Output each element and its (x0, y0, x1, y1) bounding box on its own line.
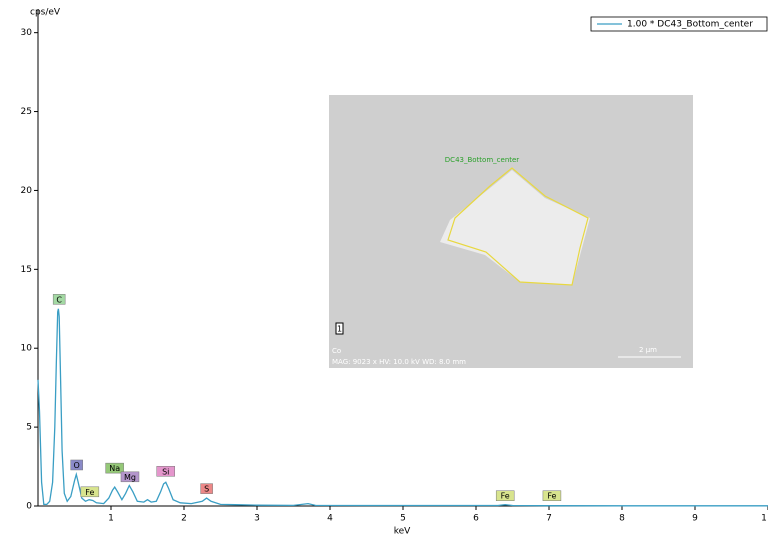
y-tick-label: 20 (21, 186, 33, 196)
x-tick-label: 5 (400, 514, 406, 524)
x-tick-label: 4 (327, 514, 333, 524)
peak-label-box (542, 490, 562, 501)
peak-label-box (80, 486, 100, 498)
y-tick-label: 25 (21, 107, 32, 117)
peak-label: C (56, 295, 62, 304)
y-tick-label: 10 (21, 344, 33, 354)
y-tick-label: 15 (21, 265, 32, 275)
particle (440, 170, 590, 285)
y-tick-label: 0 (26, 502, 32, 512)
y-axis-label: cps/eV (30, 8, 61, 18)
spectrum-line (37, 308, 768, 507)
peak-label-box (200, 483, 213, 494)
y-tick-label: 30 (21, 28, 33, 38)
peak-label: S (204, 485, 209, 494)
peak-label-box (70, 459, 83, 471)
marker-text: 1 (337, 325, 342, 334)
x-tick-label: 9 (692, 514, 698, 524)
legend-box (590, 16, 768, 32)
x-tick-label: 3 (254, 514, 260, 524)
legend-label: 1.00 * DC43_Bottom_center (627, 20, 753, 30)
peak-label-box (52, 294, 66, 305)
peak-label: Fe (85, 488, 94, 497)
x-tick-label: 6 (473, 514, 479, 524)
peak-label-box (120, 471, 140, 483)
peak-label: Fe (501, 492, 510, 501)
y-tick-label: 5 (26, 423, 32, 433)
x-axis-label: keV (394, 527, 411, 537)
region-outline (447, 167, 589, 286)
peak-label: Na (109, 464, 120, 473)
scale-label: 2 µm (639, 346, 657, 354)
corner-text: Co (332, 347, 341, 355)
x-tick-label: 2 (181, 514, 187, 524)
x-tick-label: 8 (619, 514, 625, 524)
x-tick-label: 7 (546, 514, 552, 524)
peak-label-box (156, 466, 175, 477)
x-tick-label: 1 (761, 514, 767, 524)
peak-label-box (105, 462, 124, 474)
peak-label-box (495, 490, 515, 501)
x-tick-label: 1 (108, 514, 114, 524)
peak-label: Mg (124, 473, 136, 482)
inset-image: DC43_Bottom_center 1 Co MAG: 9023 x HV: … (329, 95, 693, 368)
peak-label: Si (162, 467, 169, 476)
caption: MAG: 9023 x HV: 10.0 kV WD: 8.0 mm (332, 358, 466, 366)
marker-box (335, 322, 344, 335)
region-label: DC43_Bottom_center (445, 156, 520, 164)
peak-label: O (74, 461, 80, 470)
peak-label: Fe (547, 492, 556, 501)
